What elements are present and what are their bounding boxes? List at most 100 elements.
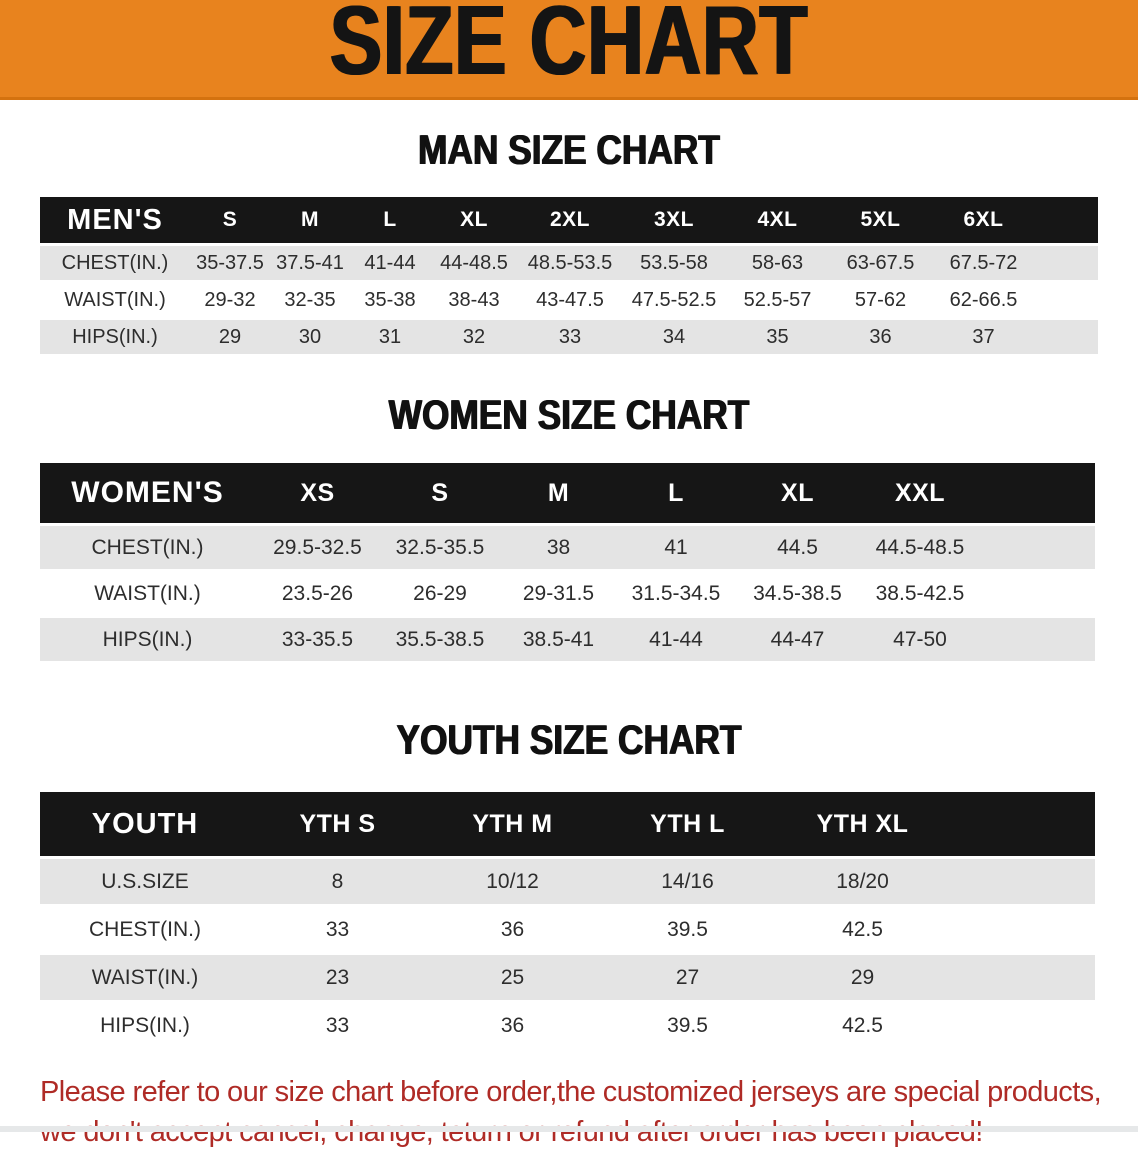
spacer-cell bbox=[980, 569, 1095, 617]
women-header-spacer bbox=[980, 463, 1095, 525]
spacer-cell bbox=[1035, 280, 1098, 319]
row-label: HIPS(IN.) bbox=[40, 317, 190, 354]
row-label: WAIST(IN.) bbox=[40, 280, 190, 319]
size-chart-banner: SIZE CHART bbox=[0, 0, 1138, 100]
row-label: U.S.SIZE bbox=[40, 856, 250, 906]
youth-size-header: YTH S bbox=[250, 792, 425, 858]
size-cell: 29 bbox=[775, 952, 950, 1002]
bottom-edge-strip bbox=[0, 1126, 1138, 1132]
youth-ussize-row: U.S.SIZE 8 10/12 14/16 18/20 bbox=[40, 856, 1095, 906]
spacer-cell bbox=[980, 615, 1095, 661]
spacer-cell bbox=[950, 952, 1095, 1002]
row-label: CHEST(IN.) bbox=[40, 904, 250, 954]
footer-note: Please refer to our size chart before or… bbox=[40, 1072, 1138, 1152]
youth-table-label: YOUTH bbox=[40, 792, 250, 858]
row-label: HIPS(IN.) bbox=[40, 1000, 250, 1048]
men-size-table: MEN'S S M L XL 2XL 3XL 4XL 5XL 6XL CHEST… bbox=[40, 197, 1098, 354]
men-table-label: MEN'S bbox=[40, 197, 190, 245]
row-label: CHEST(IN.) bbox=[40, 243, 190, 282]
youth-size-header: YTH L bbox=[600, 792, 775, 858]
man-section-heading: MAN SIZE CHART bbox=[418, 126, 720, 173]
size-cell: 29 bbox=[190, 317, 270, 354]
size-cell: 43-47.5 bbox=[518, 280, 622, 319]
youth-waist-row: WAIST(IN.) 23 25 27 29 bbox=[40, 952, 1095, 1002]
women-size-table: WOMEN'S XS S M L XL XXL CHEST(IN.) 29.5-… bbox=[40, 463, 1095, 661]
youth-header-spacer bbox=[950, 792, 1095, 858]
size-cell: 36 bbox=[829, 317, 932, 354]
youth-size-table: YOUTH YTH S YTH M YTH L YTH XL U.S.SIZE … bbox=[40, 792, 1095, 1048]
size-cell: 10/12 bbox=[425, 856, 600, 906]
women-hips-row: HIPS(IN.) 33-35.5 35.5-38.5 38.5-41 41-4… bbox=[40, 615, 1095, 661]
size-cell: 38.5-41 bbox=[500, 615, 617, 661]
men-hips-row: HIPS(IN.) 29 30 31 32 33 34 35 36 37 bbox=[40, 317, 1098, 354]
size-cell: 35-38 bbox=[350, 280, 430, 319]
women-size-header: M bbox=[500, 463, 617, 525]
women-size-header: XXL bbox=[860, 463, 980, 525]
size-cell: 44-48.5 bbox=[430, 243, 518, 282]
spacer-cell bbox=[1035, 243, 1098, 282]
banner-title: SIZE CHART bbox=[329, 0, 809, 95]
row-label: WAIST(IN.) bbox=[40, 569, 255, 617]
size-cell: 35-37.5 bbox=[190, 243, 270, 282]
size-cell: 57-62 bbox=[829, 280, 932, 319]
size-cell: 33 bbox=[518, 317, 622, 354]
men-size-header: L bbox=[350, 197, 430, 245]
size-cell: 44-47 bbox=[735, 615, 860, 661]
size-cell: 52.5-57 bbox=[726, 280, 829, 319]
men-header-spacer bbox=[1035, 197, 1098, 245]
youth-size-header: YTH XL bbox=[775, 792, 950, 858]
size-cell: 67.5-72 bbox=[932, 243, 1035, 282]
youth-header-row: YOUTH YTH S YTH M YTH L YTH XL bbox=[40, 792, 1095, 858]
size-cell: 30 bbox=[270, 317, 350, 354]
row-label: WAIST(IN.) bbox=[40, 952, 250, 1002]
spacer-cell bbox=[950, 904, 1095, 954]
youth-size-header: YTH M bbox=[425, 792, 600, 858]
size-cell: 27 bbox=[600, 952, 775, 1002]
size-cell: 34 bbox=[622, 317, 726, 354]
footer-note-line1: Please refer to our size chart before or… bbox=[40, 1076, 1102, 1108]
size-cell: 8 bbox=[250, 856, 425, 906]
women-section-heading: WOMEN SIZE CHART bbox=[388, 391, 750, 438]
youth-chest-row: CHEST(IN.) 33 36 39.5 42.5 bbox=[40, 904, 1095, 954]
size-cell: 63-67.5 bbox=[829, 243, 932, 282]
size-cell: 39.5 bbox=[600, 1000, 775, 1048]
men-size-header: 6XL bbox=[932, 197, 1035, 245]
size-cell: 32 bbox=[430, 317, 518, 354]
size-cell: 29-32 bbox=[190, 280, 270, 319]
row-label: CHEST(IN.) bbox=[40, 523, 255, 571]
size-cell: 44.5 bbox=[735, 523, 860, 571]
size-cell: 53.5-58 bbox=[622, 243, 726, 282]
size-cell: 48.5-53.5 bbox=[518, 243, 622, 282]
size-cell: 58-63 bbox=[726, 243, 829, 282]
spacer-cell bbox=[950, 856, 1095, 906]
women-chest-row: CHEST(IN.) 29.5-32.5 32.5-35.5 38 41 44.… bbox=[40, 523, 1095, 571]
spacer-cell bbox=[1035, 317, 1098, 354]
size-cell: 23.5-26 bbox=[255, 569, 380, 617]
men-size-header: 2XL bbox=[518, 197, 622, 245]
size-cell: 36 bbox=[425, 1000, 600, 1048]
youth-section-heading: YOUTH SIZE CHART bbox=[396, 716, 742, 763]
size-cell: 41-44 bbox=[350, 243, 430, 282]
size-cell: 33-35.5 bbox=[255, 615, 380, 661]
youth-hips-row: HIPS(IN.) 33 36 39.5 42.5 bbox=[40, 1000, 1095, 1048]
size-cell: 44.5-48.5 bbox=[860, 523, 980, 571]
size-cell: 62-66.5 bbox=[932, 280, 1035, 319]
men-size-header: 4XL bbox=[726, 197, 829, 245]
size-cell: 29-31.5 bbox=[500, 569, 617, 617]
size-cell: 47-50 bbox=[860, 615, 980, 661]
spacer-cell bbox=[980, 523, 1095, 571]
size-cell: 41-44 bbox=[617, 615, 735, 661]
men-chest-row: CHEST(IN.) 35-37.5 37.5-41 41-44 44-48.5… bbox=[40, 243, 1098, 282]
women-size-header: XL bbox=[735, 463, 860, 525]
spacer-cell bbox=[950, 1000, 1095, 1048]
size-cell: 38.5-42.5 bbox=[860, 569, 980, 617]
size-cell: 39.5 bbox=[600, 904, 775, 954]
women-header-row: WOMEN'S XS S M L XL XXL bbox=[40, 463, 1095, 525]
men-size-header: XL bbox=[430, 197, 518, 245]
size-cell: 35.5-38.5 bbox=[380, 615, 500, 661]
men-waist-row: WAIST(IN.) 29-32 32-35 35-38 38-43 43-47… bbox=[40, 280, 1098, 319]
size-cell: 31 bbox=[350, 317, 430, 354]
men-size-header: 5XL bbox=[829, 197, 932, 245]
size-cell: 38-43 bbox=[430, 280, 518, 319]
men-header-row: MEN'S S M L XL 2XL 3XL 4XL 5XL 6XL bbox=[40, 197, 1098, 245]
